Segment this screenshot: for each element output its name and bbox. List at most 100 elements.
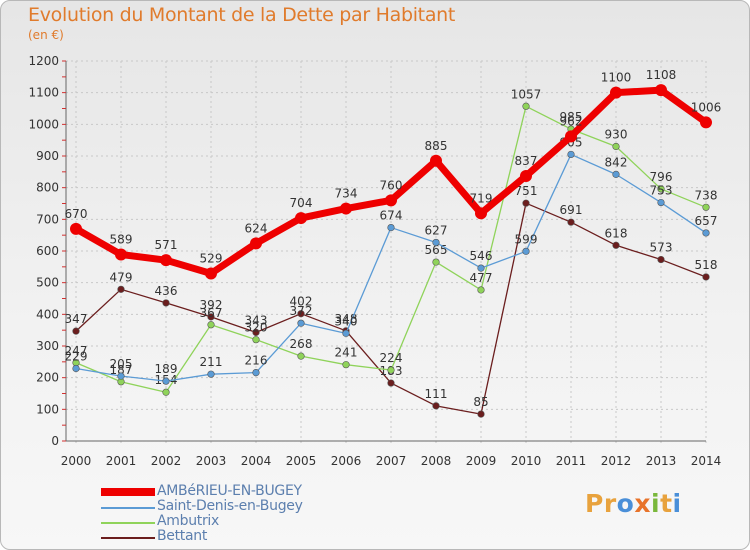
data-point: [610, 86, 622, 99]
data-point: [700, 116, 712, 129]
data-point: [342, 361, 350, 369]
data-point: [612, 170, 620, 178]
data-label: 402: [290, 295, 313, 309]
x-tick-label: 2009: [466, 454, 497, 468]
data-point: [387, 366, 395, 374]
x-tick-label: 2006: [331, 454, 362, 468]
x-tick-label: 2011: [556, 454, 587, 468]
data-label: 618: [605, 226, 628, 240]
y-tick-label: 1200: [28, 54, 59, 68]
data-point: [522, 199, 530, 207]
data-label: 962: [560, 114, 583, 128]
y-tick-label: 300: [36, 339, 59, 353]
x-tick-label: 2007: [376, 454, 407, 468]
data-label: 247: [65, 344, 88, 358]
data-label: 268: [290, 337, 313, 351]
x-tick-label: 2002: [151, 454, 182, 468]
data-point: [655, 84, 667, 97]
data-label: 565: [425, 243, 448, 257]
data-label: 477: [470, 271, 493, 285]
data-point: [162, 388, 170, 396]
data-point: [432, 238, 440, 247]
legend-swatch: [101, 488, 155, 496]
data-label: 657: [695, 214, 718, 228]
data-label: 348: [335, 312, 358, 326]
data-label: 1057: [511, 87, 542, 101]
logo-letter: r: [603, 489, 617, 518]
y-tick-label: 400: [36, 307, 59, 321]
data-label: 1108: [646, 68, 677, 82]
logo-letter: x: [634, 489, 651, 518]
x-tick-label: 2004: [241, 454, 272, 468]
data-point: [117, 285, 125, 293]
data-point: [477, 286, 485, 294]
data-point: [342, 329, 350, 337]
data-point: [657, 255, 665, 264]
data-label: 760: [380, 178, 403, 192]
data-label: 343: [245, 313, 268, 327]
data-label: 546: [470, 249, 493, 263]
data-point: [477, 264, 485, 272]
proxiti-logo: Proxiti: [585, 489, 682, 518]
legend-label: AMBéRIEU-EN-BUGEY: [157, 483, 302, 499]
y-tick-label: 700: [36, 212, 59, 226]
data-point: [252, 328, 260, 336]
data-point: [162, 377, 170, 385]
data-label: 367: [200, 306, 223, 320]
data-label: 479: [110, 270, 133, 284]
logo-letter: o: [616, 489, 635, 518]
data-point: [565, 130, 577, 143]
data-point: [160, 254, 172, 267]
data-label: 229: [65, 349, 88, 363]
logo-letter: i: [672, 489, 682, 518]
y-tick-label: 500: [36, 276, 59, 290]
x-tick-label: 2005: [286, 454, 317, 468]
data-label: 211: [200, 355, 223, 369]
data-point: [207, 313, 215, 321]
data-point: [387, 223, 395, 232]
legend-swatch: [101, 507, 155, 509]
data-label: 837: [515, 154, 538, 168]
y-tick-label: 200: [36, 371, 59, 385]
data-point: [567, 218, 575, 226]
data-label: 751: [515, 184, 538, 198]
data-label: 573: [650, 241, 673, 255]
data-point: [522, 102, 530, 110]
data-label: 529: [200, 251, 223, 265]
data-label: 224: [380, 351, 403, 365]
data-point: [115, 248, 127, 261]
data-label: 85: [473, 395, 488, 409]
data-label: 624: [245, 221, 268, 235]
data-label: 392: [200, 298, 223, 312]
data-point: [250, 237, 262, 250]
y-tick-label: 1100: [28, 86, 59, 100]
data-point: [430, 154, 442, 167]
data-label: 347: [65, 312, 88, 326]
x-tick-label: 2012: [601, 454, 632, 468]
data-label: 842: [605, 155, 628, 169]
data-label: 518: [695, 258, 718, 272]
data-point: [567, 150, 575, 159]
y-tick-label: 1000: [28, 117, 59, 131]
data-label: 372: [290, 304, 313, 318]
data-label: 627: [425, 223, 448, 237]
data-point: [207, 370, 215, 378]
data-label: 734: [335, 187, 358, 201]
data-point: [612, 142, 620, 151]
data-point: [70, 222, 82, 235]
data-label: 340: [335, 314, 358, 328]
y-tick-label: 900: [36, 149, 59, 163]
data-label: 216: [245, 354, 268, 368]
data-point: [522, 247, 530, 255]
data-label: 589: [110, 232, 133, 246]
legend-label: Saint-Denis-en-Bugey: [157, 498, 303, 514]
data-label: 599: [515, 232, 538, 246]
data-point: [612, 241, 620, 249]
data-point: [657, 198, 665, 207]
data-label: 719: [470, 191, 493, 205]
data-label: 753: [650, 184, 673, 198]
data-point: [702, 229, 710, 237]
data-label: 1006: [691, 100, 722, 114]
